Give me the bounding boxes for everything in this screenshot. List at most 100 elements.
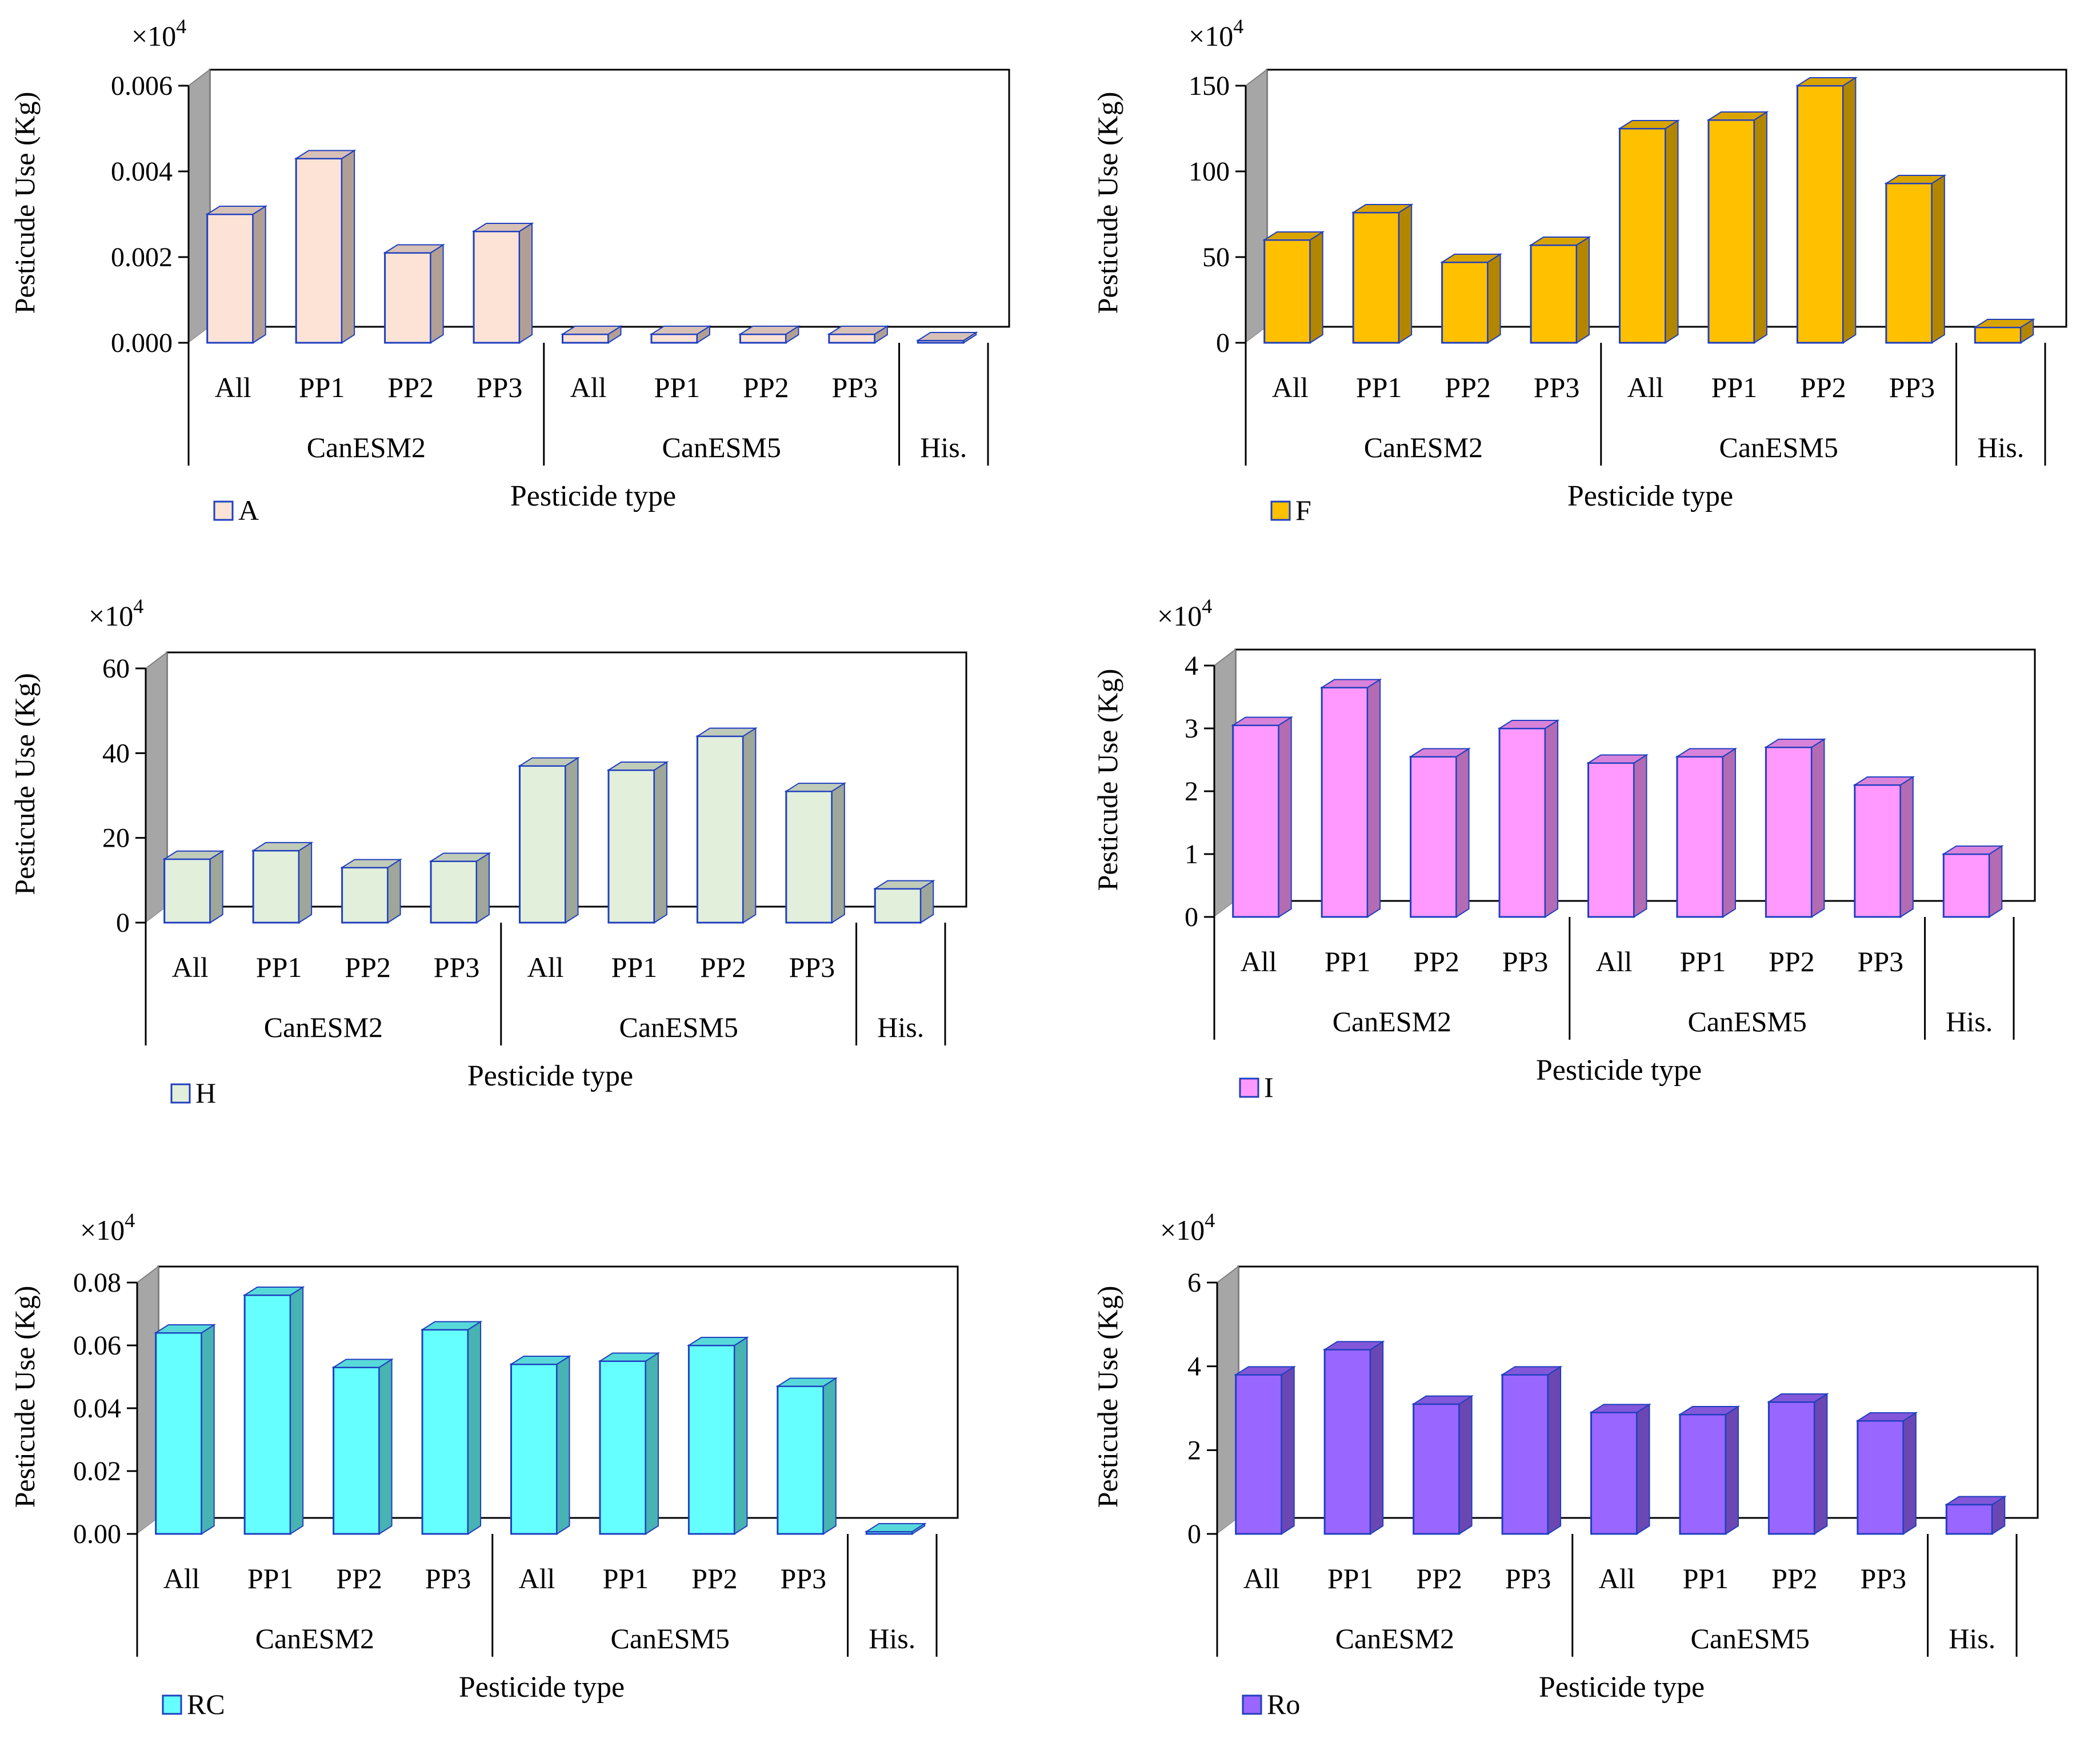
bar-side [742, 727, 757, 924]
bar-top [1678, 1406, 1741, 1415]
bar-top [251, 842, 314, 851]
bar-top [242, 1287, 305, 1296]
bar-front [874, 888, 922, 924]
y-tick-label: 0 [116, 908, 130, 938]
bar-2 [1351, 203, 1414, 344]
bar-4 [471, 222, 534, 344]
bar-5 [1586, 754, 1649, 918]
bar-4 [420, 1320, 483, 1535]
bar-side [298, 842, 313, 924]
multiplier-exponent: 4 [133, 595, 143, 618]
bar-front [599, 1360, 647, 1535]
bar-3 [331, 1358, 394, 1535]
bar-top [1589, 1404, 1651, 1413]
group-label: CanESM2 [264, 1011, 383, 1043]
bar-side [1458, 1395, 1473, 1535]
multiplier-base: ×10 [1189, 20, 1233, 52]
category-label: PP1 [1325, 945, 1371, 977]
category-label: PP3 [434, 951, 480, 983]
bar-side [831, 782, 845, 924]
group-label: CanESM2 [1333, 1005, 1451, 1037]
category-label: PP2 [336, 1562, 382, 1594]
bar-top [784, 783, 847, 792]
group-label: CanESM5 [1687, 1005, 1806, 1037]
legend-swatch [162, 1694, 182, 1715]
bar-3 [383, 243, 446, 344]
y-axis-label: Pesticude Use (Kg) [9, 92, 41, 314]
bar-top [1500, 1366, 1563, 1376]
bar-front [163, 858, 211, 924]
y-tick-label: 0.00 [73, 1519, 121, 1549]
bar-7 [686, 1336, 749, 1535]
category-label: PP3 [1861, 1562, 1907, 1594]
category-label: PP1 [299, 371, 345, 403]
bar-side [1576, 236, 1590, 344]
bar-front [1263, 239, 1311, 344]
bar-top [873, 880, 935, 889]
chart-panel-rc: 0.00 0.02 0.04 0.06 0.08 ×104 Pesticude Use (K… [9, 1209, 959, 1720]
bar-front [1498, 727, 1546, 918]
bar-side [201, 1324, 215, 1535]
chart-panel-h: 0 20 40 60 ×104 Pesticude Use (Kg) All PP1 PP2 PP… [9, 595, 967, 1109]
bar-top [1440, 254, 1503, 263]
bar-top [1409, 748, 1471, 758]
bar-front [1410, 756, 1458, 918]
bar-front [1676, 756, 1724, 918]
bar-top [154, 1324, 217, 1333]
bar-2 [1319, 678, 1382, 918]
y-tick-label: 150 [1189, 71, 1230, 101]
bar-5 [561, 325, 623, 344]
bar-5 [1589, 1403, 1651, 1535]
bar-front [828, 333, 876, 344]
bar-top [1351, 204, 1414, 213]
multiplier-exponent: 4 [1233, 15, 1243, 38]
multiplier-base: ×10 [80, 1214, 125, 1246]
axis-multiplier: ×104 [80, 1209, 135, 1246]
bar-side [1753, 111, 1767, 344]
bar-8 [784, 782, 847, 924]
legend-label: I [1264, 1071, 1274, 1103]
bar-side [1989, 845, 2003, 918]
bar-top [864, 1523, 927, 1532]
bar-2 [1322, 1340, 1385, 1535]
legend-label: Ro [1267, 1688, 1300, 1720]
category-label: PP2 [345, 951, 391, 983]
multiplier-base: ×10 [1160, 1214, 1205, 1246]
bar-front [341, 867, 389, 924]
bar-top [775, 1377, 838, 1387]
bar-side [734, 1336, 748, 1535]
bar-8 [775, 1377, 838, 1535]
bar-9 [1973, 318, 2035, 344]
category-label: PP1 [603, 1562, 649, 1594]
bar-7 [1766, 1393, 1829, 1535]
bar-4 [1529, 236, 1591, 344]
y-tick-label: 20 [102, 823, 130, 854]
bar-side [1370, 1340, 1384, 1535]
x-axis-label: Pesticide type [459, 1671, 625, 1704]
bar-front [421, 1329, 469, 1535]
category-label: PP2 [1413, 945, 1459, 977]
bar-3 [1440, 253, 1503, 344]
bar-side [653, 761, 667, 924]
bar-1 [1234, 1365, 1297, 1535]
y-axis-label: Pesticude Use (Kg) [1091, 92, 1123, 314]
bar-7 [1763, 738, 1826, 918]
bar-5 [509, 1355, 571, 1535]
bar-2 [251, 842, 314, 924]
bar-side [1931, 174, 1945, 344]
category-label: PP1 [1356, 371, 1402, 403]
bar-front [252, 850, 300, 924]
category-label: PP1 [1680, 945, 1726, 977]
bar-1 [205, 205, 268, 344]
y-tick-label: 0.04 [73, 1393, 121, 1424]
multiplier-base: ×10 [1157, 600, 1202, 632]
bar-side [1547, 1365, 1562, 1535]
bar-front [607, 769, 655, 924]
bar-top [1262, 231, 1325, 241]
y-tick-label: 3 [1185, 714, 1198, 744]
bar-9 [1941, 845, 2004, 918]
bar-top [1234, 1366, 1297, 1376]
y-tick-label: 50 [1202, 242, 1230, 273]
y-tick-label: 0.08 [73, 1268, 121, 1298]
category-label: All [163, 1562, 200, 1594]
